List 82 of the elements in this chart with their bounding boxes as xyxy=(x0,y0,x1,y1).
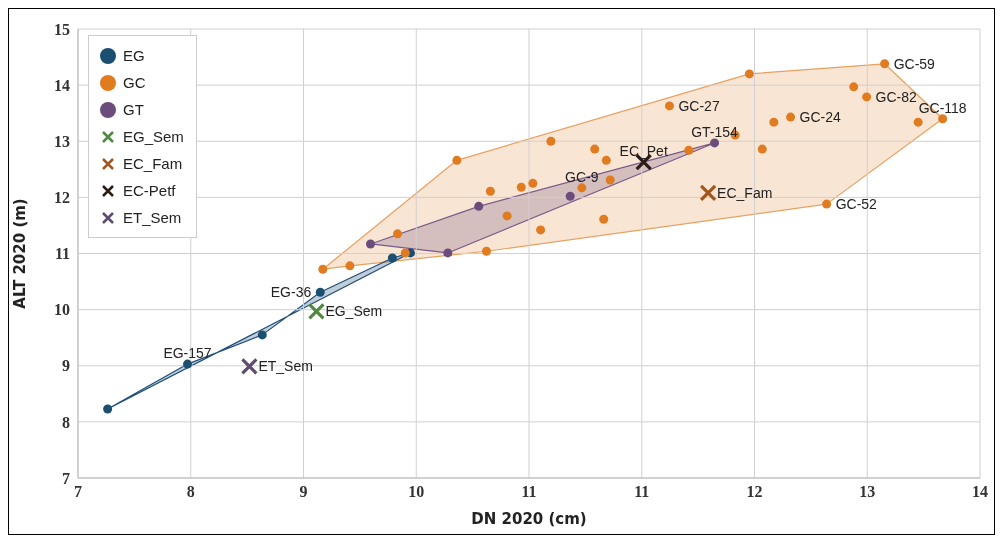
point xyxy=(307,302,325,320)
point xyxy=(601,155,611,165)
legend-label: ET_Sem xyxy=(123,208,182,228)
legend-label: EC_Fam xyxy=(123,154,183,174)
point xyxy=(684,145,694,155)
annotation: GC-52 xyxy=(835,196,878,213)
point xyxy=(862,92,872,102)
point xyxy=(183,359,193,369)
point xyxy=(757,144,767,154)
point xyxy=(400,248,410,258)
point xyxy=(474,201,484,211)
point xyxy=(387,253,397,263)
annotation: EG-157 xyxy=(163,344,212,361)
point xyxy=(710,138,720,148)
point xyxy=(366,239,376,249)
point xyxy=(605,175,615,185)
point xyxy=(481,246,491,256)
point xyxy=(528,178,538,188)
point xyxy=(577,183,587,193)
point xyxy=(849,82,859,92)
legend-label: EG xyxy=(123,46,145,66)
point xyxy=(664,101,674,111)
y-tick-label: 8 xyxy=(62,413,70,431)
point xyxy=(769,117,779,127)
y-tick-label: 12 xyxy=(54,189,70,207)
annotation: EC_Fam xyxy=(717,184,773,201)
point xyxy=(315,287,325,297)
x-tick-label: 10 xyxy=(408,483,425,501)
x-tick-label: 9 xyxy=(299,483,308,501)
point xyxy=(938,114,948,124)
point xyxy=(590,144,600,154)
annotation: EG_Sem xyxy=(325,303,383,320)
x-axis-title: DN 2020 (cm) xyxy=(471,510,587,528)
annotation: GC-59 xyxy=(893,55,936,72)
point xyxy=(546,136,556,146)
point xyxy=(699,184,717,202)
y-tick-label: 9 xyxy=(62,357,70,375)
x-tick-label: 8 xyxy=(186,483,195,501)
annotation: EC_Pet xyxy=(619,142,668,159)
annotation: EG-36 xyxy=(270,284,312,301)
point xyxy=(443,248,453,258)
x-tick-label: 11 xyxy=(634,483,650,501)
point xyxy=(516,182,526,192)
annotation: GC-24 xyxy=(799,109,842,126)
point xyxy=(452,155,462,165)
point xyxy=(536,225,546,235)
x-tick-label: 14 xyxy=(972,483,988,501)
annotation: GT-154 xyxy=(691,123,739,140)
annotation: ET_Sem xyxy=(258,358,313,375)
point xyxy=(599,214,609,224)
annotation: GC-82 xyxy=(875,88,918,105)
x-tick-label: 12 xyxy=(746,483,763,501)
point xyxy=(240,357,258,375)
y-tick-label: 13 xyxy=(54,132,70,150)
point xyxy=(318,264,328,274)
point xyxy=(913,117,923,127)
x-tick-label: 13 xyxy=(859,483,876,501)
legend-label: GT xyxy=(123,100,144,120)
y-tick-label: 7 xyxy=(62,469,70,487)
point xyxy=(502,211,512,221)
y-tick-label: 11 xyxy=(54,245,70,263)
y-tick-label: 14 xyxy=(54,76,70,94)
y-tick-label: 10 xyxy=(54,301,70,319)
point xyxy=(257,330,267,340)
y-tick-label: 15 xyxy=(54,20,70,38)
annotation: GC-27 xyxy=(678,97,720,114)
point xyxy=(103,404,113,414)
annotation: GC-9 xyxy=(565,168,599,185)
x-tick-label: 11 xyxy=(521,483,537,501)
point xyxy=(565,191,575,201)
point xyxy=(880,59,890,69)
legend-label: EG_Sem xyxy=(123,127,184,147)
x-tick-label: 7 xyxy=(74,483,82,501)
y-axis-title: ALT 2020 (m) xyxy=(11,198,30,309)
point xyxy=(744,69,754,79)
legend-label: EC-Petf xyxy=(123,181,176,201)
point xyxy=(786,112,796,122)
point xyxy=(393,229,403,239)
point xyxy=(822,199,832,209)
legend-label: GC xyxy=(123,73,146,93)
point xyxy=(345,261,355,271)
point xyxy=(485,186,495,196)
